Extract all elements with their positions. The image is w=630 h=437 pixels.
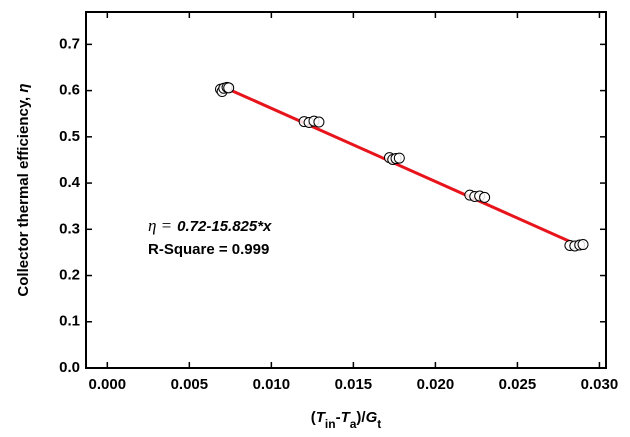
chart: 0.0 0.1 0.2 0.3 0.4 0.5 0.6 0.7 0.000 0.005 0.010 0… [0,0,630,437]
y-tick-label: 0.4 [59,174,81,191]
data-point [578,240,588,250]
y-tick-label: 0.2 [59,267,80,284]
data-point [314,117,324,127]
x-tick-label: 0.020 [417,376,455,393]
x-axis-label-part: t [377,417,381,431]
x-tick-label: 0.000 [89,376,127,393]
equation: η = 0.72-15.825*x [148,216,272,235]
x-tick-label: 0.005 [171,376,209,393]
y-axis-label-part: η [15,83,32,92]
y-tick-label: 0.3 [59,220,80,237]
y-tick-label: 0.0 [59,359,80,376]
x-tick-label: 0.010 [253,376,291,393]
x-tick-label: 0.025 [499,376,537,393]
background [0,0,630,437]
r-square: R-Square = 0.999 [148,241,269,258]
data-point [224,83,234,93]
y-tick-label: 0.7 [59,35,80,52]
x-tick-label: 0.030 [581,376,619,393]
y-axis-label: Collector thermal efficiency, η [15,83,32,296]
x-axis-label-part: in [325,417,336,431]
data-point [480,192,490,202]
data-point [394,153,404,163]
equation-symbol: η = [148,216,172,235]
y-tick-label: 0.6 [59,82,80,99]
y-tick-label: 0.5 [59,128,80,145]
y-axis-label-part: Collector thermal efficiency, [15,93,32,297]
x-tick-label: 0.015 [335,376,373,393]
y-tick-label: 0.1 [59,313,80,330]
equation-text: 0.72-15.825*x [177,218,272,235]
x-axis-label-part: G [366,409,378,426]
